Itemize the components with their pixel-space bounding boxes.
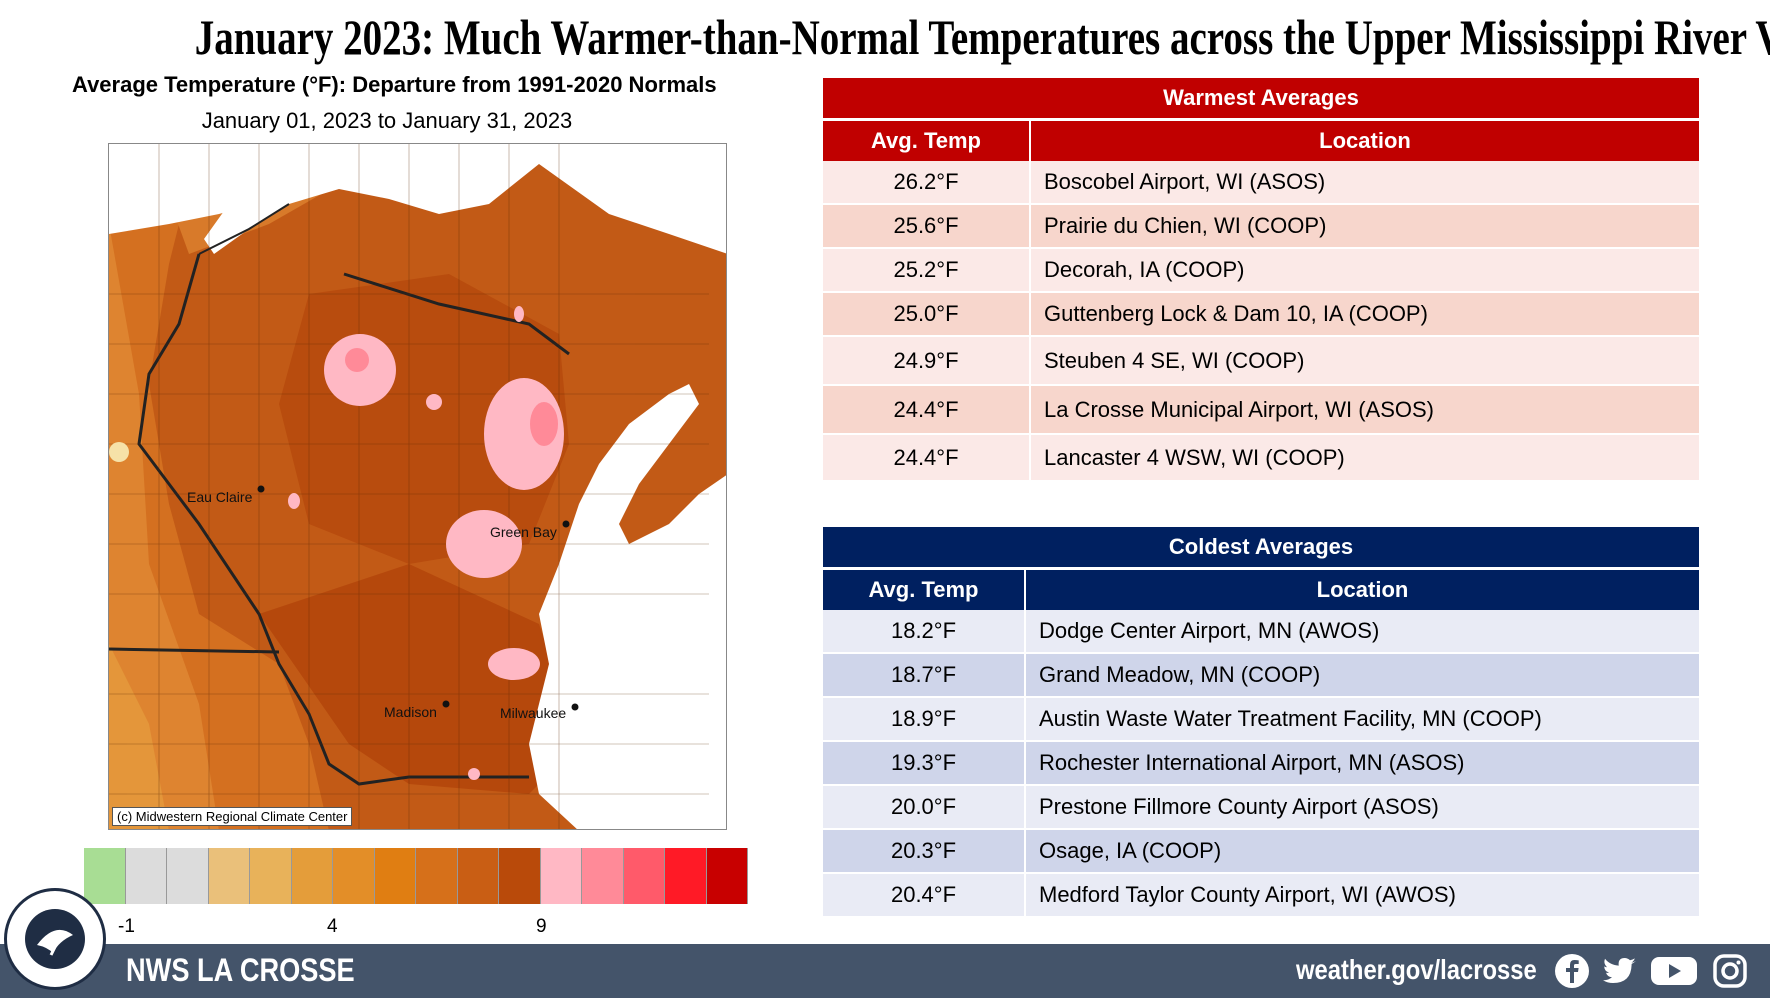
page-title: January 2023: Much Warmer-than-Normal Te… [194,9,1770,65]
table-row: 18.9°F Austin Waste Water Treatment Facil… [823,698,1699,742]
location-cell: Decorah, IA (COOP) [1044,257,1245,282]
location-cell: Steuben 4 SE, WI (COOP) [1044,347,1305,373]
map-title: Average Temperature (°F): Departure from… [72,72,717,97]
legend-swatch [125,848,167,904]
column-header-temp: Avg. Temp [823,570,1026,610]
avg-temp-cell: 25.2°F [823,249,1031,291]
location-cell: Boscobel Airport, WI (ASOS) [1044,169,1326,194]
table-row: 25.6°F Prairie du Chien, WI (COOP) [823,205,1699,249]
column-header-location: Location [1026,570,1699,610]
avg-temp-cell: 24.4°F [823,435,1031,480]
avg-temp-cell: 25.6°F [823,205,1031,247]
location-cell: Prairie du Chien, WI (COOP) [1044,213,1327,238]
warmest-table-header: Warmest Averages [823,78,1699,118]
avg-temp-cell: 19.3°F [823,742,1026,784]
avg-temp-cell: 24.4°F [823,386,1031,433]
location-cell: Guttenberg Lock & Dam 10, IA (COOP) [1044,301,1428,326]
legend-tick-label: -1 [118,916,135,937]
coldest-table: Coldest Averages Avg. Temp Location 18.2… [823,527,1699,918]
table-row: 24.9°F Steuben 4 SE, WI (COOP) [823,337,1699,386]
city-label-milwaukee: Milwaukee [500,705,567,721]
legend-swatch [291,848,333,904]
location-cell: Lancaster 4 WSW, WI (COOP) [1044,444,1345,470]
table-row: 20.4°F Medford Taylor County Airport, WI … [823,874,1699,918]
column-header-temp: Avg. Temp [823,121,1031,161]
location-cell: Grand Meadow, MN (COOP) [1039,662,1321,687]
coldest-table-header: Coldest Averages [823,527,1699,567]
city-label-madison: Madison [384,704,437,720]
location-cell: Rochester International Airport, MN (ASO… [1039,750,1465,775]
table-row: 18.2°F Dodge Center Airport, MN (AWOS) [823,610,1699,654]
city-label-green-bay: Green Bay [490,524,557,540]
location-cell: Osage, IA (COOP) [1039,838,1222,863]
map-dates: January 01, 2023 to January 31, 2023 [201,108,573,133]
temperature-map: Eau Claire Green Bay Madison Milwaukee (… [108,143,727,830]
table-row: 24.4°F Lancaster 4 WSW, WI (COOP) [823,435,1699,482]
warmest-column-headers: Avg. Temp Location [823,121,1699,161]
legend-swatch [665,848,707,904]
map-credit: (c) Midwestern Regional Climate Center [112,807,353,826]
location-cell: La Crosse Municipal Airport, WI (ASOS) [1044,396,1435,422]
location-cell: Dodge Center Airport, MN (AWOS) [1039,618,1380,643]
warmest-table: Warmest Averages Avg. Temp Location 26.2… [823,78,1699,482]
twitter-icon[interactable] [1602,953,1638,989]
table-row: 19.3°F Rochester International Airport, M… [823,742,1699,786]
legend-swatch [167,848,209,904]
legend-swatch [208,848,250,904]
legend-swatch [84,848,126,904]
avg-temp-cell: 18.9°F [823,698,1026,740]
footer-website-link[interactable]: weather.gov/lacrosse [1296,954,1537,985]
nws-logo [4,888,106,990]
youtube-icon[interactable] [1650,953,1698,989]
table-row: 25.0°F Guttenberg Lock & Dam 10, IA (COOP… [823,293,1699,337]
avg-temp-cell: 20.0°F [823,786,1026,828]
legend-tick-label: 4 [327,916,338,937]
avg-temp-cell: 26.2°F [823,161,1031,203]
location-cell: Austin Waste Water Treatment Facility, M… [1039,706,1542,731]
column-header-location: Location [1031,121,1699,161]
footer-office-name: NWS LA CROSSE [126,952,355,988]
table-row: 24.4°F La Crosse Municipal Airport, WI (A… [823,386,1699,435]
legend-swatch [374,848,416,904]
legend-swatch [706,848,748,904]
footer-bar [0,944,1770,998]
table-row: 20.3°F Osage, IA (COOP) [823,830,1699,874]
location-cell: Prestone Fillmore County Airport (ASOS) [1039,794,1439,819]
legend-swatch [333,848,375,904]
table-row: 18.7°F Grand Meadow, MN (COOP) [823,654,1699,698]
legend-tick-label: 9 [536,916,547,937]
legend-swatch [623,848,665,904]
location-cell: Medford Taylor County Airport, WI (AWOS) [1039,882,1456,907]
avg-temp-cell: 25.0°F [823,293,1031,335]
facebook-icon[interactable] [1554,953,1590,989]
avg-temp-cell: 18.7°F [823,654,1026,696]
table-row: 26.2°F Boscobel Airport, WI (ASOS) [823,161,1699,205]
avg-temp-cell: 18.2°F [823,610,1026,652]
instagram-icon[interactable] [1712,953,1748,989]
table-row: 25.2°F Decorah, IA (COOP) [823,249,1699,293]
legend-swatch [582,848,624,904]
coldest-column-headers: Avg. Temp Location [823,570,1699,610]
map-graphic [109,144,726,829]
legend-swatch [416,848,458,904]
city-label-eau-claire: Eau Claire [187,489,253,505]
legend-swatch [499,848,541,904]
avg-temp-cell: 24.9°F [823,337,1031,384]
legend-swatch [540,848,582,904]
legend-swatch [250,848,292,904]
avg-temp-cell: 20.4°F [823,874,1026,916]
avg-temp-cell: 20.3°F [823,830,1026,872]
table-row: 20.0°F Prestone Fillmore County Airport (… [823,786,1699,830]
color-legend [84,848,748,904]
legend-swatch [457,848,499,904]
